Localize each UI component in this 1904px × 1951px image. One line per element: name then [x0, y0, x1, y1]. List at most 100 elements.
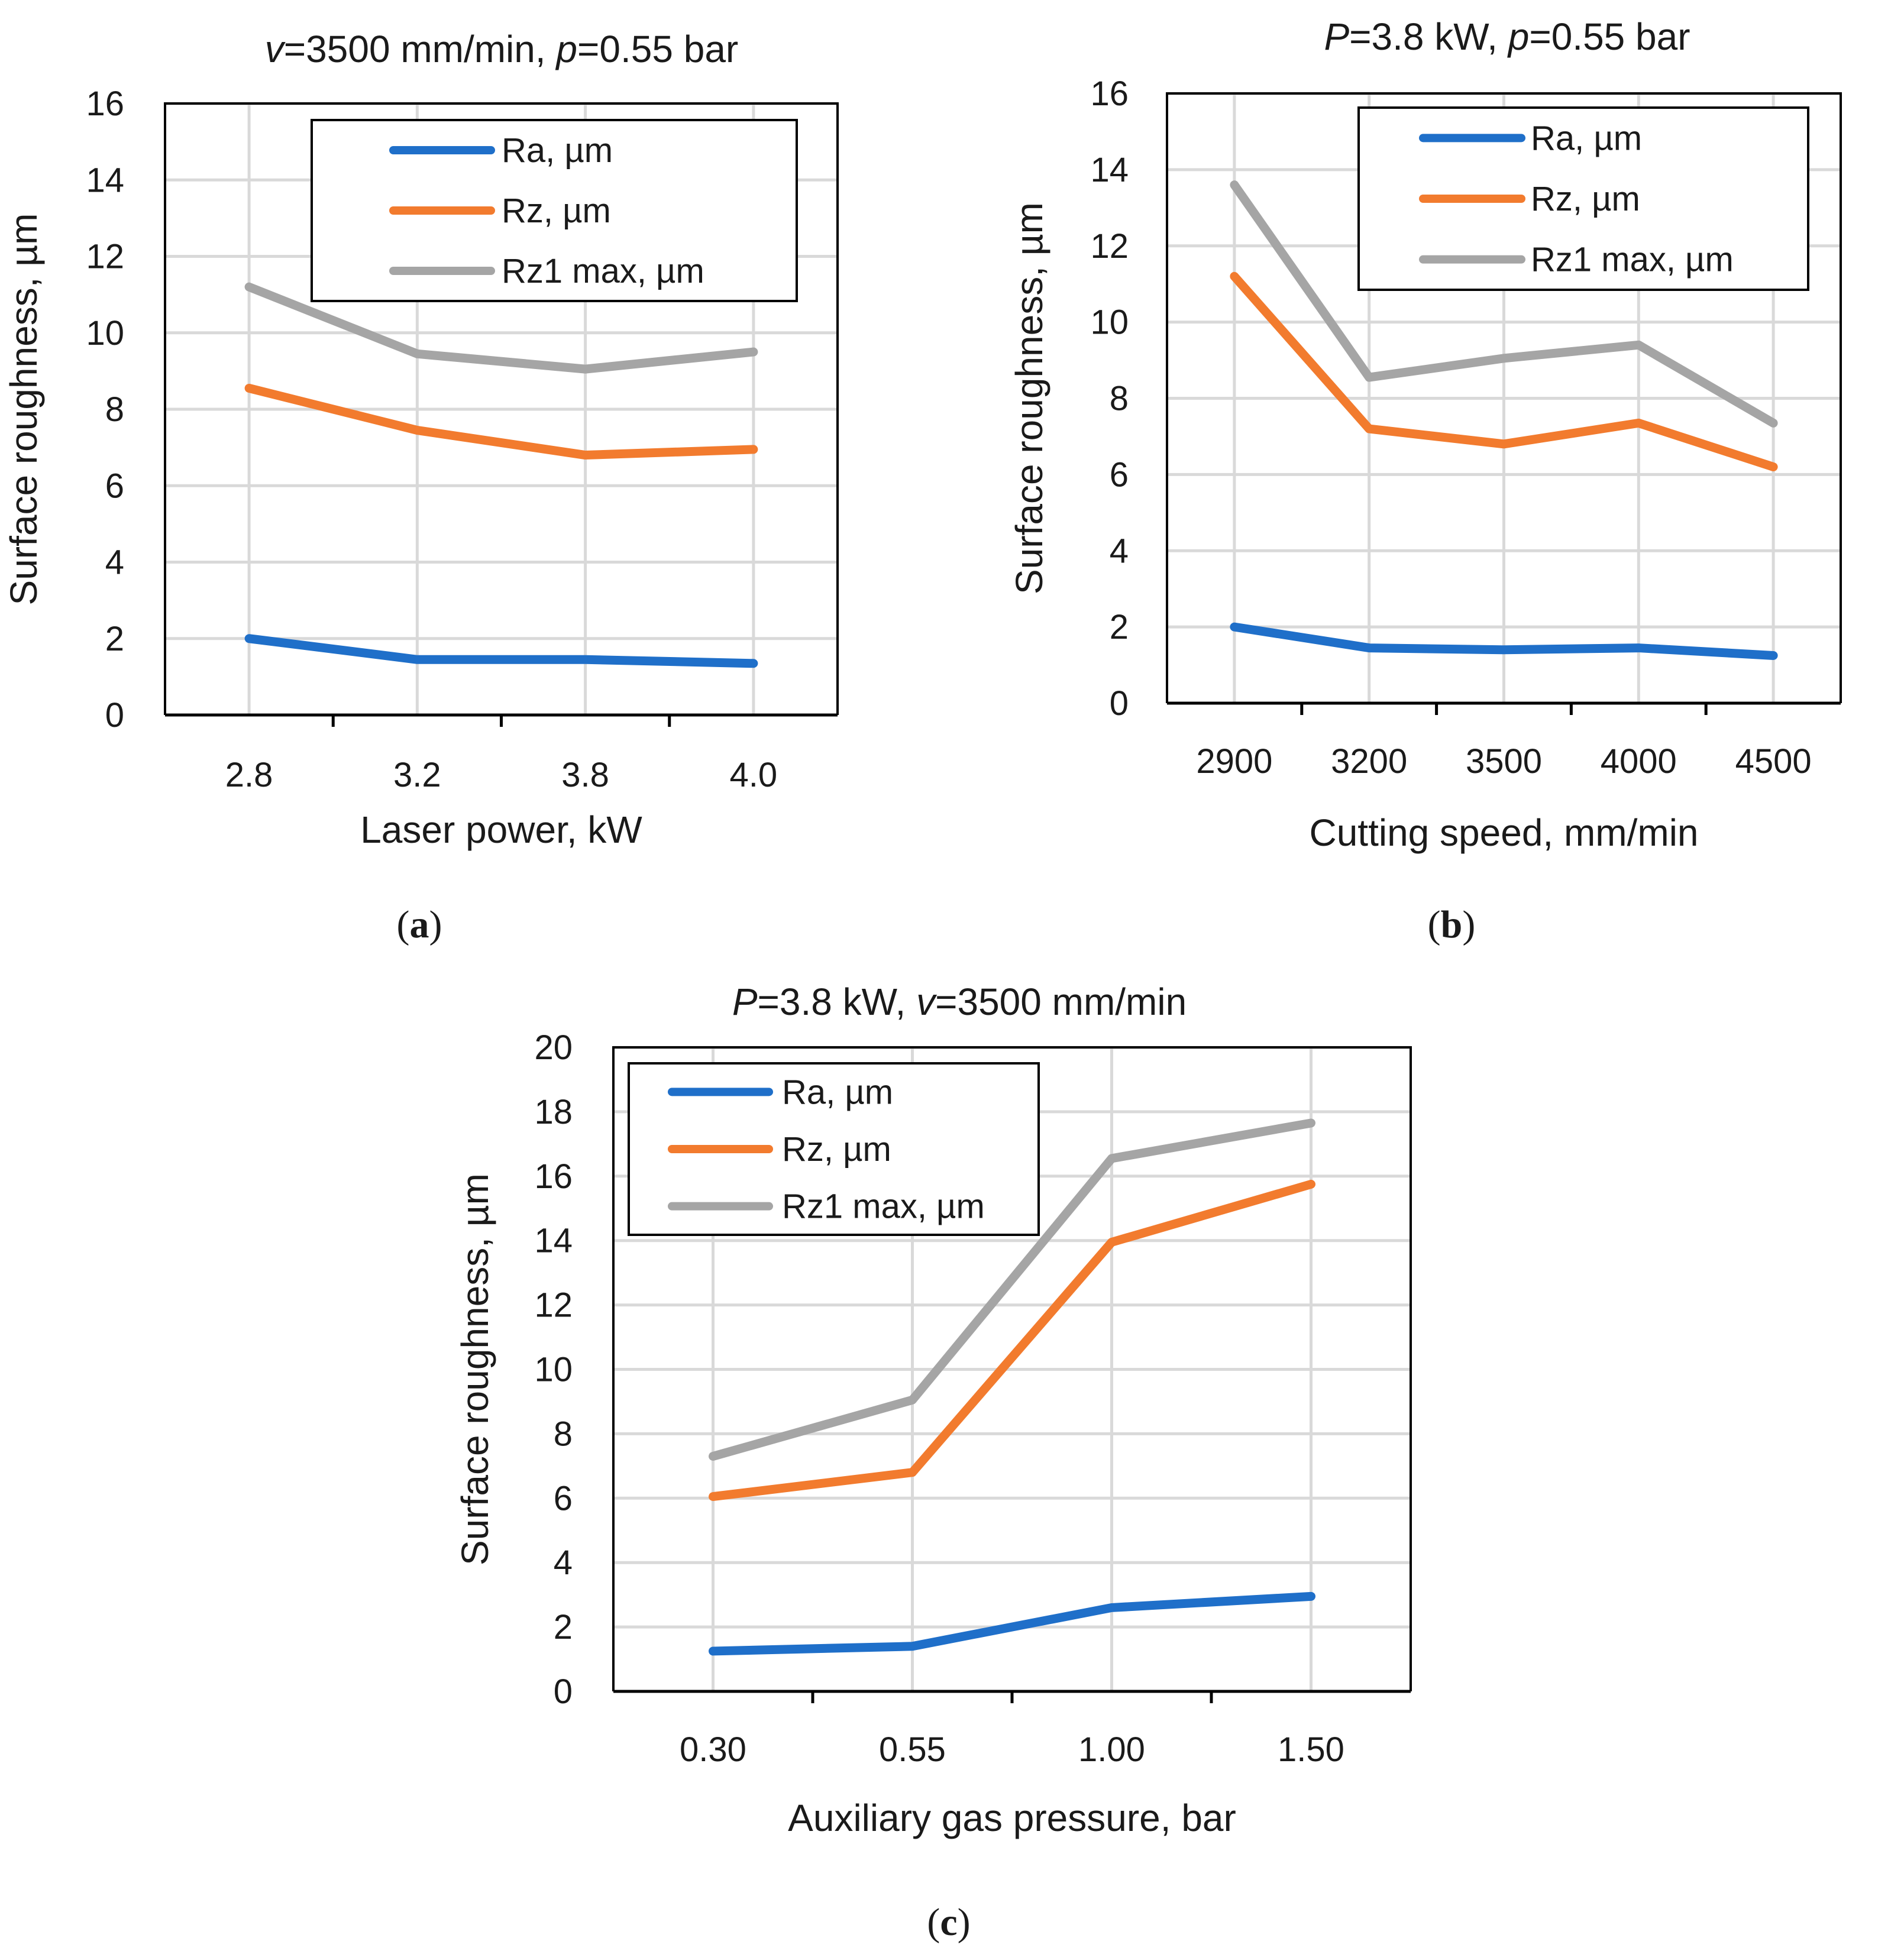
panel-caption: (a) — [397, 903, 442, 946]
x-tick-label: 2.8 — [225, 756, 273, 794]
legend: Ra, µm Rz, µm Rz1 max, µm — [311, 119, 798, 302]
y-tick-label: 12 — [86, 238, 124, 276]
y-tick-label: 8 — [554, 1415, 573, 1453]
y-tick-label: 10 — [86, 314, 124, 352]
x-tick-label: 3500 — [1466, 742, 1542, 781]
y-tick-label: 2 — [105, 620, 124, 658]
legend-label: Ra, µm — [1531, 119, 1642, 157]
legend-label: Rz, µm — [1531, 180, 1640, 218]
y-tick-label: 0 — [554, 1672, 573, 1711]
caption-letter: c — [940, 1901, 957, 1944]
title-var: P — [732, 981, 758, 1023]
legend: Ra, µm Rz, µm Rz1 max, µm — [628, 1062, 1040, 1236]
panel-caption: (c) — [927, 1901, 970, 1944]
title-var: P — [1324, 15, 1349, 58]
x-tick-label: 0.30 — [680, 1730, 746, 1769]
title-var: v — [916, 981, 938, 1023]
y-tick-label: 14 — [534, 1222, 573, 1260]
title-value: =3.8 kW, — [1349, 15, 1508, 58]
x-axis-label: Auxiliary gas pressure, bar — [788, 1797, 1236, 1839]
title-var: v — [265, 28, 286, 70]
caption-paren: ( — [397, 903, 410, 946]
legend-label: Ra, µm — [782, 1073, 893, 1111]
y-axis-label: Surface roughness, µm — [1008, 202, 1050, 594]
x-tick-label: 4500 — [1735, 742, 1812, 781]
chart-title: P=3.8 kW, v=3500 mm/min — [732, 981, 1187, 1023]
y-tick-label: 10 — [534, 1351, 573, 1389]
x-tick-label: 1.00 — [1078, 1730, 1145, 1769]
chart-panel-a: 0 2 4 6 8 10 12 14 16 2.8 3.2 3.8 4.0 Ra, µm Rz, µm Rz1… — [2, 28, 839, 946]
y-tick-label: 16 — [86, 85, 124, 123]
y-tick-label: 20 — [534, 1028, 573, 1067]
title-var: p — [555, 28, 577, 70]
x-tick-label: 4.0 — [730, 756, 778, 794]
caption-letter: b — [1441, 903, 1463, 946]
y-tick-label: 12 — [534, 1286, 573, 1325]
x-axis-label: Laser power, kW — [360, 808, 642, 851]
plot-frame — [164, 102, 839, 715]
series-line — [244, 282, 758, 374]
y-tick-label: 4 — [105, 543, 124, 582]
y-tick-label: 6 — [105, 467, 124, 505]
title-value: =3500 mm/min — [935, 981, 1187, 1023]
caption-paren: ) — [429, 903, 442, 946]
y-tick-label: 14 — [1090, 151, 1129, 189]
legend-label: Rz, µm — [782, 1130, 891, 1169]
y-tick-label: 2 — [1110, 608, 1129, 646]
y-tick-label: 12 — [1090, 227, 1129, 266]
y-axis-label: Surface roughness, µm — [454, 1173, 496, 1565]
caption-letter: a — [410, 903, 429, 946]
series-line — [709, 1118, 1315, 1461]
y-tick-label: 8 — [105, 390, 124, 429]
x-tick-label: 4000 — [1601, 742, 1677, 781]
x-tick-label: 3200 — [1331, 742, 1407, 781]
y-tick-label: 16 — [534, 1157, 573, 1196]
y-tick-label: 4 — [1110, 532, 1129, 570]
plot-frame — [612, 1046, 1412, 1691]
title-value: =0.55 bar — [577, 28, 738, 70]
title-value: =3500 mm/min, — [284, 28, 557, 70]
chart-title: P=3.8 kW, p=0.55 bar — [1324, 15, 1690, 58]
x-tick-label: 0.55 — [879, 1730, 946, 1769]
y-axis-label: Surface roughness, µm — [2, 213, 45, 606]
x-tick-label: 2900 — [1196, 742, 1272, 781]
y-tick-label: 16 — [1090, 75, 1129, 113]
legend: Ra, µm Rz, µm Rz1 max, µm — [1357, 106, 1809, 291]
series-line — [709, 1179, 1315, 1502]
y-tick-label: 6 — [554, 1479, 573, 1518]
y-tick-label: 6 — [1110, 455, 1129, 494]
y-tick-label: 4 — [554, 1544, 573, 1582]
plot-frame — [1166, 92, 1842, 703]
x-tick-label: 3.2 — [393, 756, 441, 794]
legend-label: Rz, µm — [502, 192, 611, 230]
legend-label: Rz1 max, µm — [1531, 241, 1734, 279]
x-axis-label: Cutting speed, mm/min — [1309, 811, 1698, 854]
chart-title: v=3500 mm/min, p=0.55 bar — [265, 28, 738, 70]
series-line — [244, 383, 758, 460]
panel-caption: (b) — [1428, 903, 1476, 946]
caption-paren: ( — [1428, 903, 1441, 946]
y-tick-label: 8 — [1110, 380, 1129, 418]
caption-paren: ) — [958, 1901, 971, 1944]
series-line — [709, 1591, 1315, 1656]
y-tick-label: 10 — [1090, 303, 1129, 342]
title-var: p — [1507, 15, 1530, 58]
legend-label: Ra, µm — [502, 131, 613, 170]
y-tick-label: 0 — [1110, 684, 1129, 723]
x-tick-label: 1.50 — [1278, 1730, 1344, 1769]
y-tick-label: 2 — [554, 1608, 573, 1646]
y-tick-label: 14 — [86, 161, 124, 199]
legend-label: Rz1 max, µm — [502, 252, 704, 290]
title-value: =3.8 kW, — [758, 981, 917, 1023]
caption-paren: ) — [1462, 903, 1475, 946]
series-line — [244, 634, 758, 668]
caption-paren: ( — [927, 1901, 940, 1944]
y-tick-label: 0 — [105, 696, 124, 735]
legend-label: Rz1 max, µm — [782, 1188, 985, 1226]
y-tick-label: 18 — [534, 1093, 573, 1131]
title-value: =0.55 bar — [1529, 15, 1690, 58]
x-tick-label: 3.8 — [561, 756, 609, 794]
